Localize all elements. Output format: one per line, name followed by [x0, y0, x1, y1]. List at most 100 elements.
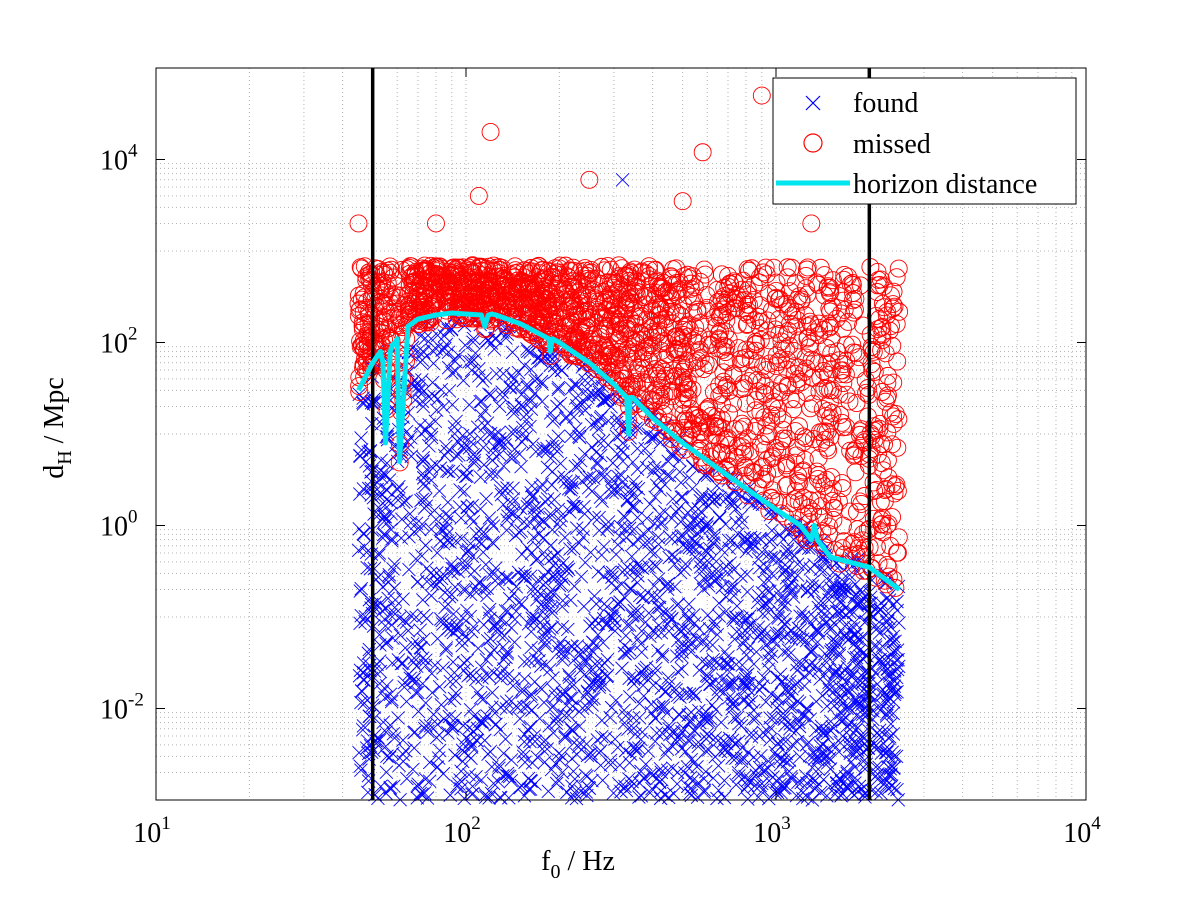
- found-point: [609, 693, 623, 708]
- found-point: [492, 627, 507, 642]
- found-point: [413, 522, 427, 537]
- found-point: [534, 374, 549, 389]
- found-point: [572, 736, 587, 750]
- found-point: [529, 552, 543, 567]
- found-point: [638, 757, 653, 772]
- found-point: [418, 696, 433, 710]
- found-point: [696, 711, 711, 726]
- found-point: [372, 654, 387, 668]
- found-point: [565, 699, 580, 713]
- found-point: [500, 766, 515, 781]
- found-point: [446, 655, 460, 669]
- found-point: [731, 765, 746, 780]
- found-point: [807, 558, 821, 572]
- found-point: [799, 737, 814, 752]
- found-point: [789, 657, 804, 672]
- found-point: [852, 597, 867, 612]
- found-point: [491, 774, 506, 789]
- found-point: [466, 335, 480, 349]
- found-point: [725, 677, 740, 692]
- found-point: [538, 550, 553, 565]
- found-point: [430, 566, 444, 580]
- found-point: [741, 697, 756, 711]
- found-point: [763, 643, 778, 658]
- found-point: [675, 662, 689, 676]
- found-point: [617, 716, 632, 730]
- found-point: [764, 550, 778, 565]
- found-point: [533, 481, 548, 495]
- found-point: [852, 594, 867, 609]
- found-point: [608, 624, 622, 638]
- found-point: [869, 738, 883, 753]
- found-point: [827, 616, 841, 631]
- found-point: [671, 501, 686, 516]
- found-point: [417, 786, 432, 800]
- found-point: [589, 671, 603, 686]
- found-point: [499, 695, 514, 709]
- found-point: [656, 701, 671, 715]
- found-point: [879, 779, 893, 793]
- found-point: [474, 536, 489, 551]
- found-point: [435, 343, 449, 357]
- found-point: [397, 613, 411, 628]
- y-tick-base: 10: [100, 695, 128, 726]
- found-point: [755, 783, 770, 797]
- found-point: [460, 653, 475, 668]
- found-point: [442, 384, 457, 398]
- found-point: [699, 668, 714, 683]
- found-point: [764, 687, 779, 701]
- found-point: [600, 617, 614, 632]
- found-point: [424, 666, 439, 681]
- found-point: [609, 547, 623, 562]
- found-point: [524, 402, 539, 417]
- found-point: [413, 640, 428, 655]
- found-point: [592, 385, 607, 400]
- found-point: [414, 493, 428, 508]
- found-point: [726, 697, 741, 711]
- found-point: [709, 673, 723, 688]
- found-point: [777, 612, 791, 627]
- found-point: [528, 374, 542, 388]
- found-point: [557, 470, 571, 484]
- found-point: [637, 771, 652, 786]
- found-point: [353, 487, 367, 501]
- found-point: [782, 691, 796, 706]
- found-point: [772, 626, 787, 641]
- found-point: [674, 490, 689, 505]
- found-point: [883, 652, 898, 667]
- found-point: [558, 730, 572, 745]
- found-point: [789, 630, 804, 645]
- found-point: [684, 752, 699, 767]
- found-point: [387, 557, 402, 571]
- found-point: [356, 719, 371, 733]
- found-point: [868, 640, 883, 654]
- found-point: [630, 603, 645, 618]
- found-point: [643, 671, 657, 685]
- found-point: [805, 760, 820, 775]
- found-point: [407, 651, 422, 665]
- found-point: [544, 601, 558, 616]
- found-point: [373, 779, 388, 794]
- found-point: [519, 413, 534, 427]
- found-point: [498, 732, 513, 746]
- found-point: [651, 537, 666, 552]
- found-point: [662, 610, 677, 624]
- found-point: [622, 521, 637, 536]
- found-point: [797, 679, 812, 693]
- found-point: [696, 582, 711, 597]
- found-point: [385, 533, 399, 548]
- found-point: [496, 746, 511, 761]
- found-point: [641, 427, 656, 441]
- found-point: [730, 624, 744, 639]
- found-point: [842, 735, 857, 749]
- found-point: [707, 492, 721, 507]
- found-point: [387, 731, 402, 745]
- found-point: [579, 785, 594, 799]
- found-point: [403, 507, 417, 521]
- found-point: [456, 373, 471, 388]
- found-point: [626, 710, 641, 725]
- found-point: [783, 700, 797, 714]
- found-point: [485, 685, 500, 700]
- found-point: [491, 570, 506, 584]
- found-point: [508, 612, 522, 627]
